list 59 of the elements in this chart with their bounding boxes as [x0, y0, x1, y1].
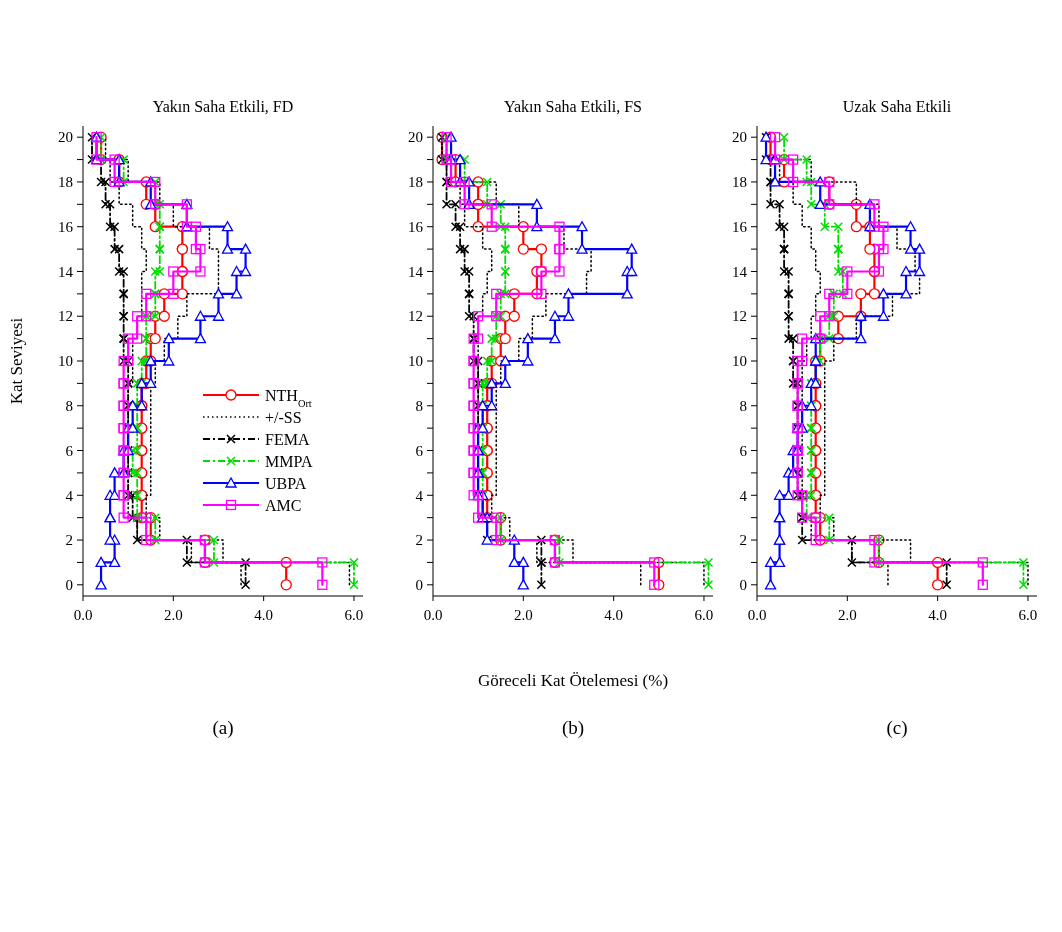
x-tick-label: 4.0: [604, 607, 624, 623]
y-tick-label: 2: [415, 532, 423, 549]
x-tick-label: 6.0: [344, 607, 364, 623]
x-tick-label: 2.0: [163, 607, 183, 623]
y-tick-label: 16: [408, 218, 424, 235]
y-tick-label: 10: [408, 353, 423, 370]
chart-title: Yakın Saha Etkili, FS: [504, 98, 642, 115]
y-tick-label: 0: [739, 577, 747, 594]
x-axis-title: Göreceli Kat Ötelemesi (%): [477, 671, 669, 690]
x-tick-label: 4.0: [254, 607, 274, 623]
y-tick-label: 18: [732, 174, 747, 191]
y-tick-label: 6: [415, 442, 424, 459]
chart-title: Yakın Saha Etkili, FD: [152, 98, 294, 115]
x-tick-label: 0.0: [73, 607, 93, 623]
text: (a): [212, 717, 234, 739]
text: (c): [886, 717, 908, 739]
x-tick-label: 6.0: [694, 607, 714, 623]
y-tick-label: 12: [408, 308, 423, 325]
y-tick-label: 0: [65, 577, 73, 594]
y-tick-label: 16: [732, 218, 748, 235]
y-tick-label: 20: [58, 129, 73, 146]
y-tick-label: 2: [739, 532, 747, 549]
y-tick-label: 14: [408, 263, 424, 280]
y-axis-title: Kat Seviyesi: [7, 317, 26, 405]
legend-label: MMPA: [265, 452, 313, 470]
chart-title: Uzak Saha Etkili: [842, 98, 952, 115]
y-tick-label: 20: [408, 129, 423, 146]
y-tick-label: 8: [415, 398, 423, 415]
legend-label: AMC: [265, 496, 302, 514]
y-tick-label: 20: [732, 129, 747, 146]
y-tick-label: 8: [65, 398, 73, 415]
y-tick-label: 6: [739, 442, 748, 459]
y-tick-label: 16: [58, 218, 74, 235]
y-tick-label: 4: [739, 487, 748, 504]
y-tick-label: 18: [408, 174, 423, 191]
x-tick-label: 0.0: [747, 607, 767, 623]
y-tick-label: 12: [58, 308, 73, 325]
x-tick-label: 2.0: [837, 607, 857, 623]
legend-label: +/-SS: [265, 408, 302, 426]
x-tick-label: 6.0: [1018, 607, 1038, 623]
legend-label: NTH$_{Ort}$: [265, 386, 312, 409]
y-tick-label: 14: [58, 263, 74, 280]
x-tick-label: 2.0: [513, 607, 533, 623]
y-tick-label: 18: [58, 174, 73, 191]
legend-label: FEMA: [265, 430, 310, 448]
x-tick-label: 0.0: [423, 607, 443, 623]
y-tick-label: 2: [65, 532, 73, 549]
x-tick-label: 4.0: [928, 607, 948, 623]
y-tick-label: 10: [732, 353, 747, 370]
y-tick-label: 10: [58, 353, 73, 370]
y-tick-label: 4: [65, 487, 74, 504]
legend-label: UBPA: [265, 474, 307, 492]
text: (b): [561, 717, 585, 739]
y-tick-label: 14: [732, 263, 748, 280]
y-tick-label: 0: [415, 577, 423, 594]
y-tick-label: 12: [732, 308, 747, 325]
y-tick-label: 4: [415, 487, 424, 504]
y-tick-label: 6: [65, 442, 74, 459]
y-tick-label: 8: [739, 398, 747, 415]
